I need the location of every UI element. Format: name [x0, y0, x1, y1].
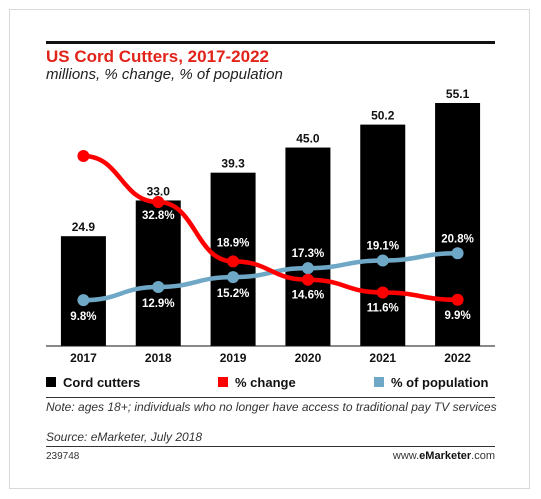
bar-value-label: 50.2: [371, 109, 395, 123]
legend-swatch-pct-population: [374, 377, 384, 387]
x-tick-label: 2021: [369, 351, 396, 365]
legend-swatch-pct-change: [218, 377, 228, 387]
bar-value-label: 45.0: [296, 132, 320, 146]
legend-label-pct-population: % of population: [391, 374, 489, 390]
change-point-2017: [77, 149, 90, 162]
x-tick-label: 2019: [220, 351, 247, 365]
legend-item-pct-change: % change: [218, 374, 296, 390]
population-point-2019: [227, 271, 240, 284]
population-point-2021: [376, 254, 389, 267]
bar-value-label: 24.9: [72, 220, 96, 234]
legend-label-cord-cutters: Cord cutters: [63, 374, 141, 390]
bar-2017: [60, 236, 106, 346]
chart-subtitle: millions, % change, % of population: [46, 66, 283, 83]
population-point-2018: [152, 280, 165, 293]
change-point-2019: [227, 255, 240, 268]
change-point-2021: [376, 286, 389, 299]
legend-label-pct-change: % change: [235, 374, 296, 390]
population-label: 19.1%: [366, 241, 399, 253]
brand-url[interactable]: www.eMarketer.com: [393, 450, 495, 462]
population-label: 15.2%: [217, 288, 250, 300]
bottom-rule: [46, 446, 495, 447]
x-tick-label: 2022: [444, 351, 471, 365]
footer-rule: [46, 397, 495, 398]
bar-2018: [135, 200, 181, 346]
bar-2021: [360, 124, 406, 346]
legend-swatch-cord-cutters: [46, 377, 56, 387]
change-point-2020: [301, 273, 314, 286]
change-label: 43.6%: [67, 172, 100, 184]
brand-suffix: .com: [471, 450, 495, 462]
change-label: 32.8%: [142, 210, 175, 222]
chart-title: US Cord Cutters, 2017-2022: [46, 47, 269, 66]
x-tick-label: 2018: [145, 351, 172, 365]
change-label: 11.6%: [367, 303, 399, 315]
population-label: 17.3%: [292, 248, 325, 260]
population-point-2022: [451, 247, 464, 260]
population-label: 9.8%: [70, 311, 96, 323]
change-point-2018: [152, 196, 165, 209]
x-tick-label: 2017: [70, 351, 97, 365]
brand-prefix: www.: [392, 450, 420, 462]
change-label: 18.9%: [217, 237, 250, 249]
brand-name: eMarketer: [419, 450, 472, 462]
change-label: 14.6%: [292, 290, 325, 302]
chart-id: 239748: [46, 451, 80, 462]
chart-plot: 24.9 33.0 39.3 45.0 50.2 55.1 2017 2018 2019 2020…: [46, 87, 495, 365]
legend-item-pct-population: % of population: [374, 374, 488, 390]
x-tick-label: 2020: [295, 351, 322, 365]
footnote: Note: ages 18+; individuals who no longe…: [46, 400, 497, 414]
population-point-2017: [77, 294, 90, 307]
legend-item-cord-cutters: Cord cutters: [46, 374, 140, 390]
change-label: 9.9%: [444, 310, 470, 322]
bar-value-label: 39.3: [221, 157, 245, 171]
bar-2020: [285, 147, 331, 346]
bar-value-label: 33.0: [147, 184, 171, 198]
bar-value-label: 55.1: [446, 87, 470, 101]
top-rule: [46, 41, 495, 44]
source-note: Source: eMarketer, July 2018: [46, 430, 203, 444]
population-label: 20.8%: [441, 233, 474, 245]
population-point-2020: [301, 262, 314, 275]
change-point-2022: [451, 293, 464, 306]
population-label: 12.9%: [142, 298, 175, 310]
